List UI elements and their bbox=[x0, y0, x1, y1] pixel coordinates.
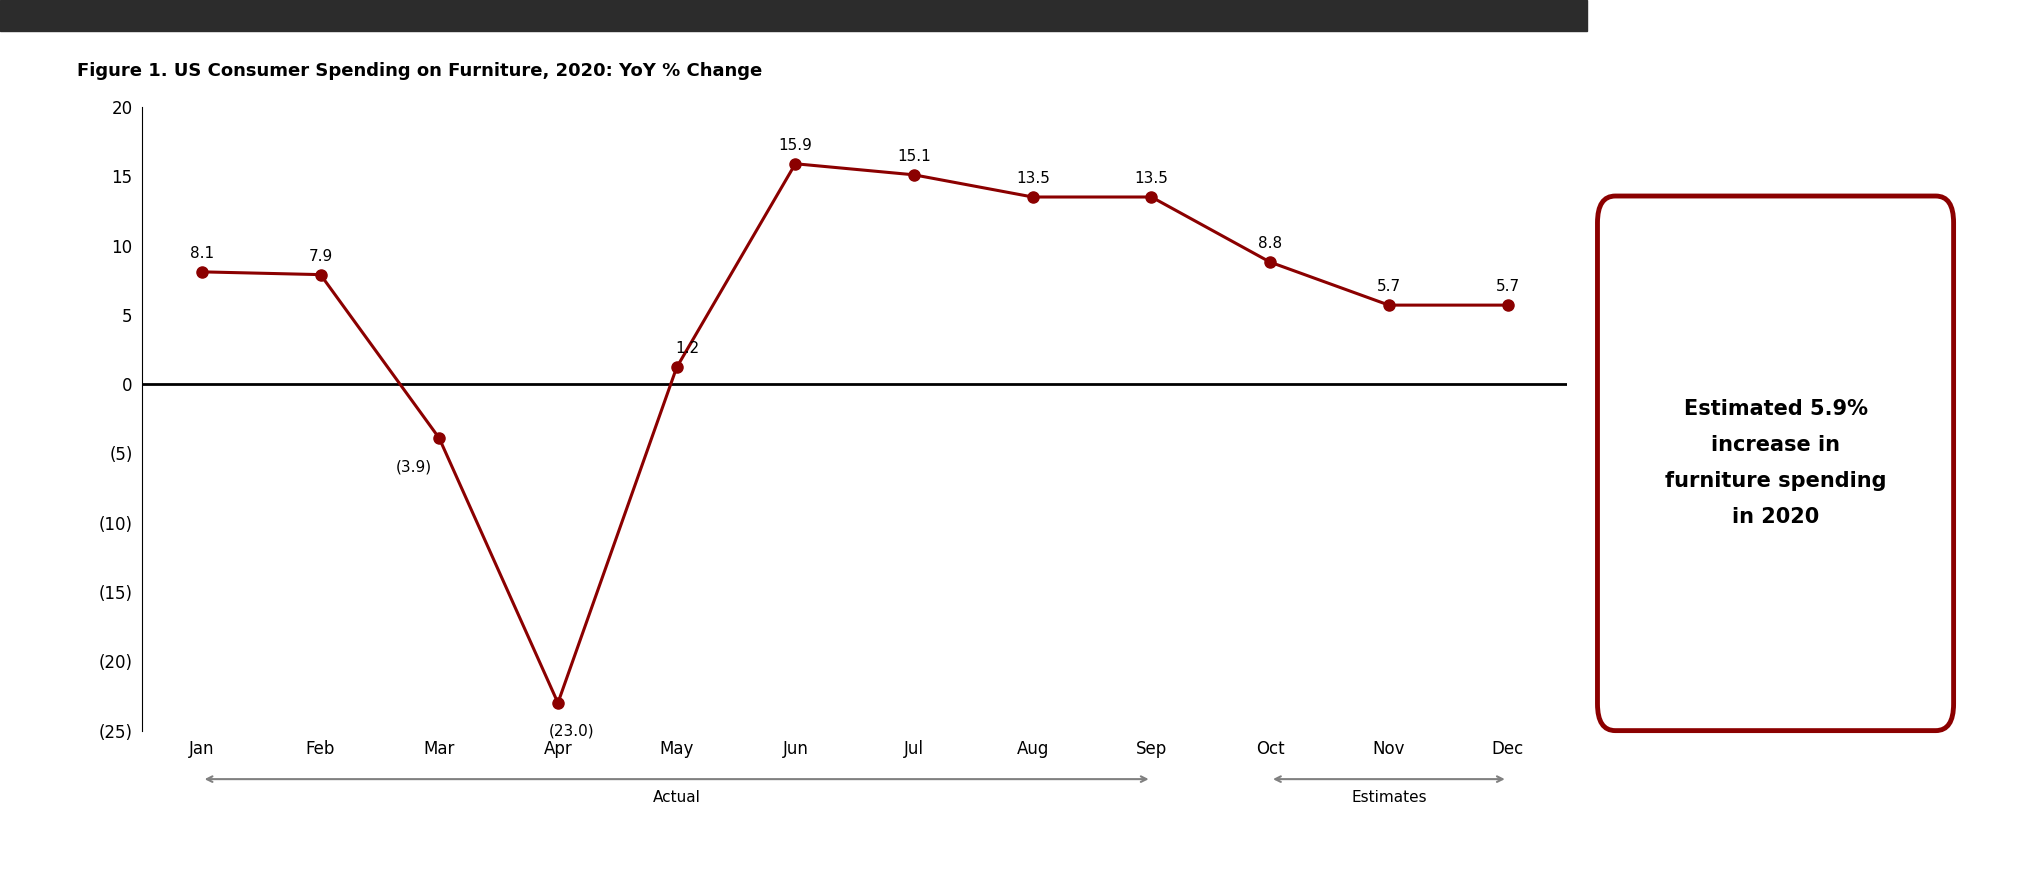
Text: Figure 1. US Consumer Spending on Furniture, 2020: YoY % Change: Figure 1. US Consumer Spending on Furnit… bbox=[77, 62, 763, 80]
Text: 15.1: 15.1 bbox=[897, 149, 930, 164]
Text: 8.1: 8.1 bbox=[189, 246, 214, 261]
Text: 13.5: 13.5 bbox=[1136, 171, 1168, 186]
Text: Estimated 5.9%
increase in
furniture spending
in 2020: Estimated 5.9% increase in furniture spe… bbox=[1665, 399, 1886, 527]
Text: 1.2: 1.2 bbox=[676, 341, 700, 356]
Text: Actual: Actual bbox=[653, 790, 700, 805]
Text: (23.0): (23.0) bbox=[549, 723, 594, 739]
Text: 5.7: 5.7 bbox=[1496, 279, 1520, 294]
Text: Estimates: Estimates bbox=[1351, 790, 1427, 805]
Text: (3.9): (3.9) bbox=[397, 459, 431, 474]
FancyBboxPatch shape bbox=[1597, 196, 1954, 731]
Text: 5.7: 5.7 bbox=[1378, 279, 1400, 294]
Text: 15.9: 15.9 bbox=[779, 137, 812, 152]
Text: 13.5: 13.5 bbox=[1015, 171, 1050, 186]
Text: 7.9: 7.9 bbox=[309, 249, 332, 264]
Text: 8.8: 8.8 bbox=[1258, 236, 1282, 251]
